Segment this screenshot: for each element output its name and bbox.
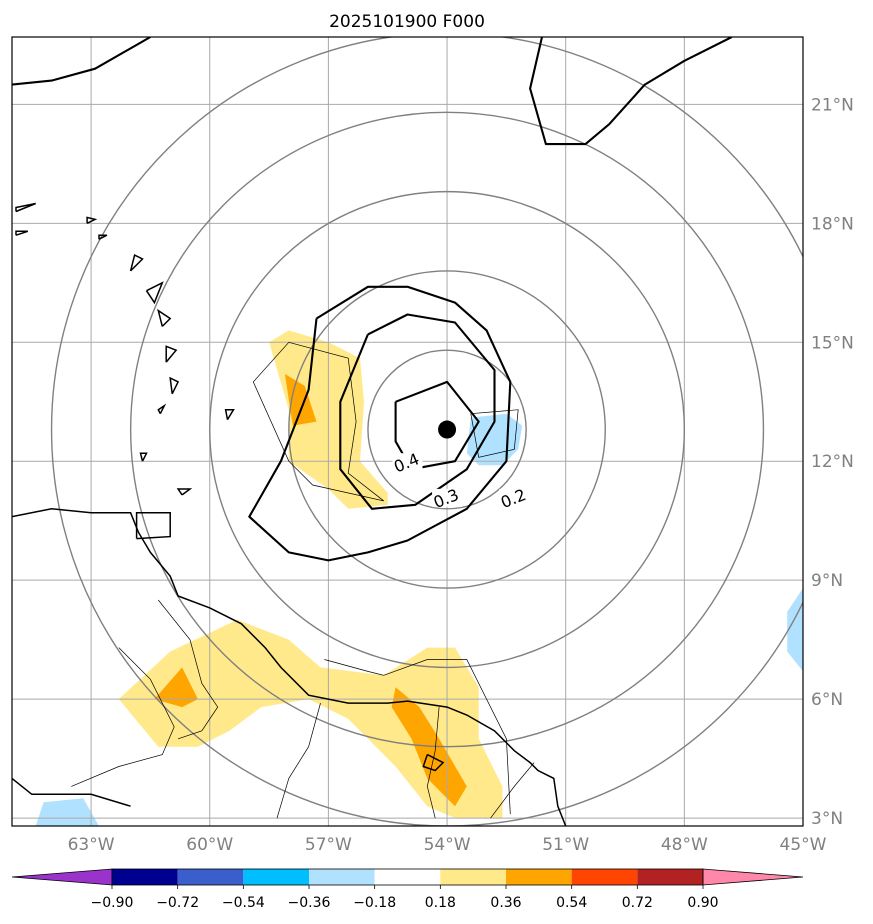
contour-lines: 0.40.3 0.2 bbox=[12, 37, 733, 562]
colorbar-extend-low bbox=[11, 868, 113, 886]
map-frame bbox=[11, 36, 804, 827]
filled-region-7 bbox=[35, 798, 99, 826]
range-ring-1 bbox=[288, 270, 606, 589]
border-4 bbox=[71, 647, 175, 787]
colorbar-segment bbox=[177, 869, 244, 885]
colorbar-tick-label: −0.18 bbox=[353, 895, 396, 911]
coastline-4 bbox=[129, 254, 144, 272]
contour-line-1 bbox=[339, 313, 496, 510]
range-ring-3 bbox=[129, 111, 765, 748]
border-5 bbox=[252, 341, 385, 502]
coastline-3 bbox=[422, 753, 445, 772]
colorbar-segment bbox=[637, 869, 703, 885]
range-ring-2 bbox=[209, 190, 686, 669]
lat-tick-label: 12°N bbox=[811, 452, 854, 472]
colorbar-segment bbox=[571, 869, 638, 885]
filled-region-3 bbox=[154, 667, 198, 708]
coastline-11 bbox=[139, 452, 148, 462]
longitude-tick-labels: 63°W 60°W 57°W 54°W 51°W 48°W 45°W bbox=[68, 835, 827, 855]
lon-tick-label: 54°W bbox=[424, 835, 471, 855]
colorbar-tick-label: 0.36 bbox=[490, 895, 521, 911]
contour-line-0 bbox=[394, 380, 480, 471]
colorbar-segment bbox=[506, 869, 572, 885]
lon-tick-label: 63°W bbox=[68, 835, 115, 855]
colorbar-segment bbox=[112, 869, 178, 885]
lon-tick-label: 57°W bbox=[305, 835, 352, 855]
colorbar-segment bbox=[309, 869, 375, 885]
lat-tick-label: 6°N bbox=[811, 690, 843, 710]
range-ring-4 bbox=[50, 37, 803, 826]
range-rings bbox=[50, 37, 803, 826]
colorbar-extend-high bbox=[702, 868, 804, 886]
lat-tick-label: 21°N bbox=[811, 95, 854, 115]
colorbar-tick-label: 0.18 bbox=[425, 895, 456, 911]
lat-tick-label: 9°N bbox=[811, 571, 843, 591]
lat-tick-label: 3°N bbox=[811, 809, 843, 829]
coastline-15 bbox=[15, 230, 29, 236]
filled-region-1 bbox=[118, 619, 503, 819]
country-borders bbox=[71, 341, 535, 819]
lon-tick-label: 48°W bbox=[661, 835, 708, 855]
coastline-7 bbox=[165, 345, 178, 363]
colorbar-tick-label: −0.36 bbox=[288, 895, 331, 911]
latitude-tick-labels: 3°N 6°N 9°N 12°N 15°N 18°N 21°N bbox=[811, 95, 854, 829]
colorbar-tick-label: −0.72 bbox=[156, 895, 199, 911]
colorbar-tick-label: 0.90 bbox=[687, 895, 718, 911]
contour-label-bg-2 bbox=[499, 488, 530, 507]
border-7 bbox=[324, 659, 511, 815]
contour-label-bg-0 bbox=[392, 453, 423, 472]
contour-label-bg-1 bbox=[432, 488, 463, 507]
coastline-1 bbox=[12, 777, 131, 807]
coastline-6 bbox=[157, 308, 172, 327]
gridlines bbox=[12, 37, 803, 826]
chart-title: 2025101900 F000 bbox=[329, 12, 485, 32]
center-marker bbox=[438, 420, 457, 439]
coastline-8 bbox=[169, 376, 180, 395]
colorbar-segment bbox=[374, 869, 441, 885]
contour-line-3 bbox=[12, 37, 151, 86]
colorbar: −0.90 −0.72 −0.54 −0.36 −0.18 0.18 0.36 0.54 0.7… bbox=[11, 868, 804, 911]
lat-tick-label: 18°N bbox=[811, 214, 854, 234]
border-6 bbox=[470, 409, 519, 458]
colorbar-segment bbox=[440, 869, 506, 885]
coastline-2 bbox=[135, 512, 171, 540]
contour-line-2 bbox=[248, 285, 512, 562]
coastlines bbox=[12, 202, 567, 826]
lat-tick-label: 15°N bbox=[811, 333, 854, 353]
coastline-0 bbox=[12, 508, 567, 826]
colorbar-tick-label: 0.54 bbox=[556, 895, 587, 911]
coastline-10 bbox=[157, 403, 167, 415]
lon-tick-label: 51°W bbox=[542, 835, 589, 855]
border-1 bbox=[276, 703, 321, 819]
colorbar-segment bbox=[243, 869, 309, 885]
contour-line-4 bbox=[529, 37, 733, 146]
colorbar-frame bbox=[111, 868, 704, 886]
border-3 bbox=[490, 762, 535, 819]
coastline-16 bbox=[15, 202, 36, 213]
colorbar-tick-label: −0.54 bbox=[222, 895, 265, 911]
colorbar-tick-label: −0.90 bbox=[91, 895, 134, 911]
lon-tick-label: 45°W bbox=[780, 835, 827, 855]
lon-tick-label: 60°W bbox=[186, 835, 233, 855]
coastline-9 bbox=[224, 408, 235, 420]
storm-center-dot bbox=[438, 420, 457, 439]
colorbar-tick-label: 0.72 bbox=[622, 895, 653, 911]
range-ring-0 bbox=[367, 349, 527, 510]
coastline-13 bbox=[98, 234, 108, 240]
coastline-14 bbox=[86, 216, 98, 224]
coastline-12 bbox=[176, 488, 193, 496]
filled-region-2 bbox=[284, 374, 317, 426]
border-0 bbox=[158, 599, 219, 740]
coastline-5 bbox=[145, 281, 164, 305]
